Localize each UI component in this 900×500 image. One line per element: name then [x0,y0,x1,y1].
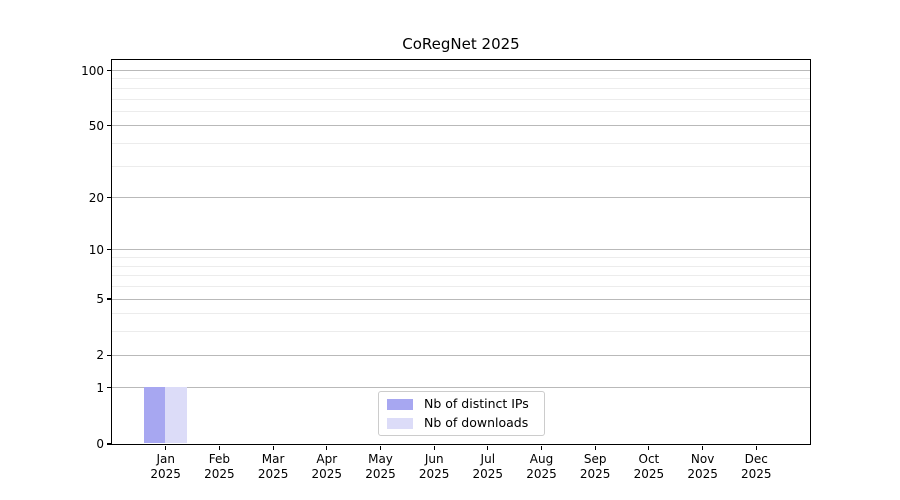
x-tick-jun [433,445,435,450]
legend-item-distinct-ips: Nb of distinct IPs [387,397,544,411]
y-tick-0 [106,443,111,445]
y-tick-label-20: 20 [88,190,104,205]
bar-jan-nb-of-distinct-ips [143,387,166,444]
y-tick-100 [106,69,111,72]
x-tick-label-oct: Oct 2025 [633,452,665,481]
legend-label-distinct-ips: Nb of distinct IPs [424,396,529,411]
x-tick-label-nov: Nov 2025 [687,452,718,481]
x-tick-may [379,445,382,450]
bar-jan-nb-of-downloads [165,387,187,444]
gridline-minor-8 [111,265,810,267]
x-tick-sep [594,445,596,450]
x-tick-label-jun: Jun 2025 [418,452,450,481]
gridline-minor-40 [111,143,810,144]
x-tick-label-dec: Dec 2025 [741,452,772,481]
legend-swatch-downloads [387,417,413,429]
gridline-minor-3 [111,331,810,333]
x-tick-jan [165,445,167,450]
x-tick-aug [540,445,543,450]
x-tick-mar [272,445,274,450]
x-tick-nov [702,445,704,450]
x-tick-label-jul: Jul 2025 [472,452,504,481]
y-tick-50 [106,125,111,127]
chart-title: CoRegNet 2025 [402,35,520,53]
gridline-major-50 [111,125,810,127]
x-tick-oct [648,445,650,450]
x-tick-label-apr: Apr 2025 [311,452,343,481]
x-tick-label-feb: Feb 2025 [204,452,235,481]
gridline-minor-30 [111,165,810,167]
gridline-major-2 [111,354,810,356]
gridline-minor-6 [111,286,810,287]
y-tick-20 [106,197,111,199]
x-tick-label-mar: Mar 2025 [257,452,289,481]
y-tick-label-1: 1 [96,380,104,395]
gridline-major-10 [111,249,810,251]
x-tick-label-jan: Jan 2025 [150,452,181,481]
gridline-major-20 [111,197,810,199]
y-tick-1 [106,387,111,389]
gridline-minor-7 [111,275,810,277]
legend-swatch-distinct-ips [387,398,413,410]
gridline-major-1 [111,387,810,389]
legend-item-downloads: Nb of downloads [387,416,544,430]
gridline-major-100 [111,70,810,71]
x-tick-feb [218,445,220,450]
legend: Nb of distinct IPs Nb of downloads [378,391,545,436]
x-tick-label-aug: Aug 2025 [526,452,557,481]
x-tick-label-sep: Sep 2025 [579,452,611,481]
gridline-major-5 [111,298,810,300]
gridline-minor-90 [111,78,810,80]
gridline-minor-9 [111,257,810,259]
x-tick-label-may: May 2025 [365,452,396,481]
y-tick-label-5: 5 [96,292,104,306]
y-tick-label-10: 10 [88,242,104,257]
y-tick-label-0: 0 [96,437,104,451]
gridline-minor-4 [111,313,810,315]
y-tick-5 [106,298,111,300]
x-tick-dec [755,445,757,450]
gridline-minor-60 [111,110,810,112]
y-tick-10 [106,249,111,251]
y-tick-label-50: 50 [88,118,104,133]
y-tick-label-100: 100 [81,63,104,78]
y-tick-2 [106,354,111,356]
x-tick-apr [326,445,328,450]
x-tick-jul [487,445,489,450]
y-tick-label-2: 2 [96,348,104,363]
gridline-minor-70 [111,98,810,100]
plot-area [110,58,811,445]
legend-label-downloads: Nb of downloads [424,415,529,430]
gridline-minor-80 [111,87,810,89]
